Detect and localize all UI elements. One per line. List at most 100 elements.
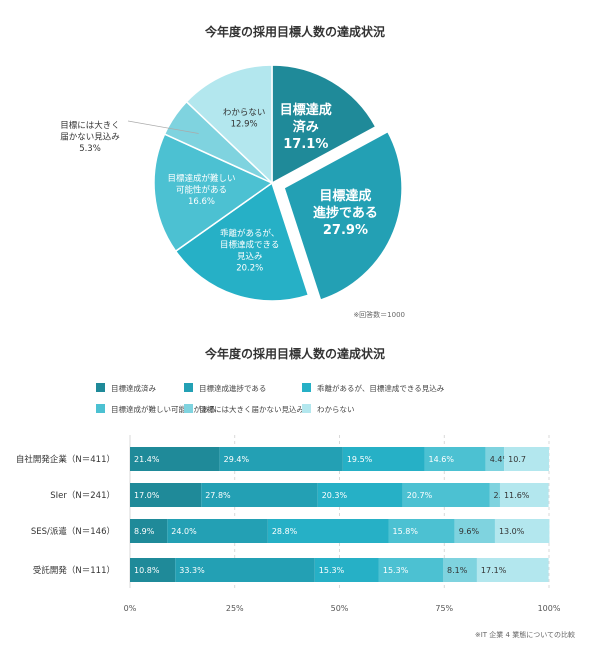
pie-value-label: 17.1% [283,137,328,152]
x-tick-label: 100% [538,604,561,613]
pie-slice-difficult [153,133,274,253]
bar-segment-gap_but_expected [342,447,425,471]
pie-category-label: 見込み [237,251,263,262]
pie-category-label: 進捗である [313,205,378,221]
pie-category-label: わからない [223,108,266,118]
bar-segment-achieved [130,483,202,507]
bar-data-label: 15.8% [393,527,419,536]
pie-value-label: 20.2% [236,263,263,273]
pie-slice-progressing [283,130,403,301]
pie-category-label: 乖離があるが、 [220,228,279,239]
legend-label: 目標達成が難しい可能性がある [111,404,216,414]
pie-category-label: 目標達成 [319,188,371,204]
bar-data-label: 9.6% [459,527,480,536]
bar-data-label: 13.0% [499,527,525,536]
pie-value-label: 12.9% [231,120,258,130]
pie-value-label: 5.3% [79,144,101,154]
bar-data-label: 17.1% [481,566,507,575]
bar-data-label: 20.3% [322,491,348,500]
bar-data-label: 15.3% [383,566,409,575]
x-tick-label: 25% [226,604,244,613]
pie-category-label: 済み [293,119,319,135]
bar-segment-unknown [499,483,549,507]
bar-data-label: 10.7 [508,455,526,464]
bar-legend: 目標達成済み 目標達成進捗である 乖離があるが、目標達成できる見込み目標達成が難しい… [96,383,445,414]
legend-label: 目標達成済み [111,383,156,393]
bar-data-label: 28.8% [272,527,298,536]
category-label: SES/派遣（N＝146） [31,526,115,537]
bar-segment-progressing [201,483,318,507]
pie-slice-achieved [271,64,377,185]
pie-category-label: 目標には大きく [60,120,120,131]
legend-label: わからない [317,405,355,414]
pie-leader-line [127,120,199,134]
pie-category-label: 目標達成が難しい [168,173,236,184]
bar-segment-difficult [424,447,486,471]
category-label: 受託開発（N＝111） [33,565,115,576]
bar-segment-achieved [130,447,220,471]
bar-segment-gap_but_expected [317,483,403,507]
bar-data-label: 19.5% [347,455,373,464]
bar-data-label: 27.8% [205,491,231,500]
bar-title: 今年度の採用目標人数の達成状況 [204,346,385,361]
pie-value-label: 27.9% [323,223,368,238]
pie-slice-unknown [185,64,273,185]
pie-title: 今年度の採用目標人数の達成状況 [204,24,385,39]
bar-segment-difficult [378,558,443,582]
bar-data-label: 29.4% [224,455,250,464]
bar-data-label: 11.6% [504,491,530,500]
pie-category-label: 可能性がある [176,185,227,196]
legend-swatch-achieved [96,383,105,392]
bar-data-label: 20.7% [407,491,433,500]
x-tick-label: 50% [331,604,349,613]
legend-swatch-gap_but_expected [302,383,311,392]
bar-segment-difficult [402,483,490,507]
bar-note: ※IT 企業 4 業態についての比較 [475,630,575,639]
bar-data-label: 15.3% [319,566,345,575]
pie-note: ※回答数＝1000 [353,310,405,319]
bar-data-label: 24.0% [171,527,197,536]
bar-segment-far_short [485,447,505,471]
bar-segment-difficult [388,519,455,543]
bar-segment-far_short [489,483,500,507]
pie-category-label: 目標達成できる [220,239,279,250]
bar-segment-progressing [219,447,343,471]
bar-data-label: 8.1% [447,566,468,575]
bar-segment-unknown [504,447,549,471]
x-tick-label: 0% [124,604,137,613]
bar-segment-unknown [476,558,549,582]
pie-category-label: 目標達成 [280,102,332,118]
x-tick-label: 75% [435,604,453,613]
legend-swatch-far_short [184,404,193,413]
bar-data-label: 21.4% [134,455,160,464]
legend-label: 目標達成進捗である [199,383,266,393]
bar-segment-far_short [442,558,477,582]
bar-data-label: 10.8% [134,566,160,575]
pie-chart: 目標達成済み17.1%目標達成進捗である27.9%乖離があるが、目標達成できる見… [60,64,403,302]
bar-segment-progressing [175,558,315,582]
pie-slice-gap_but_expected [174,181,310,302]
bar-segment-achieved [130,558,176,582]
pie-value-label: 16.6% [188,197,215,207]
legend-swatch-progressing [184,383,193,392]
bar-data-label: 33.3% [179,566,205,575]
bar-segment-unknown [494,519,550,543]
bar-data-label: 17.0% [134,491,160,500]
bar-data-label: 4.4% [490,455,511,464]
legend-swatch-difficult [96,404,105,413]
legend-swatch-unknown [302,404,311,413]
bar-segment-far_short [454,519,495,543]
bar-chart: 0% 25% 50% 75% 100% 自社開発企業（N＝411） 21.4% 29.4% 19… [16,435,561,613]
category-label: SIer（N＝241） [50,490,115,501]
bar-segment-gap_but_expected [314,558,379,582]
category-label: 自社開発企業（N＝411） [16,454,115,465]
bar-segment-achieved [130,519,168,543]
bar-segment-gap_but_expected [267,519,389,543]
pie-category-label: 届かない見込み [60,131,120,142]
legend-label: 目標には大きく届かない見込み [199,404,304,414]
bar-segment-progressing [167,519,268,543]
bar-data-label: 14.6% [429,455,455,464]
bar-data-label: 8.9% [134,527,155,536]
legend-label: 乖離があるが、目標達成できる見込み [317,383,445,393]
